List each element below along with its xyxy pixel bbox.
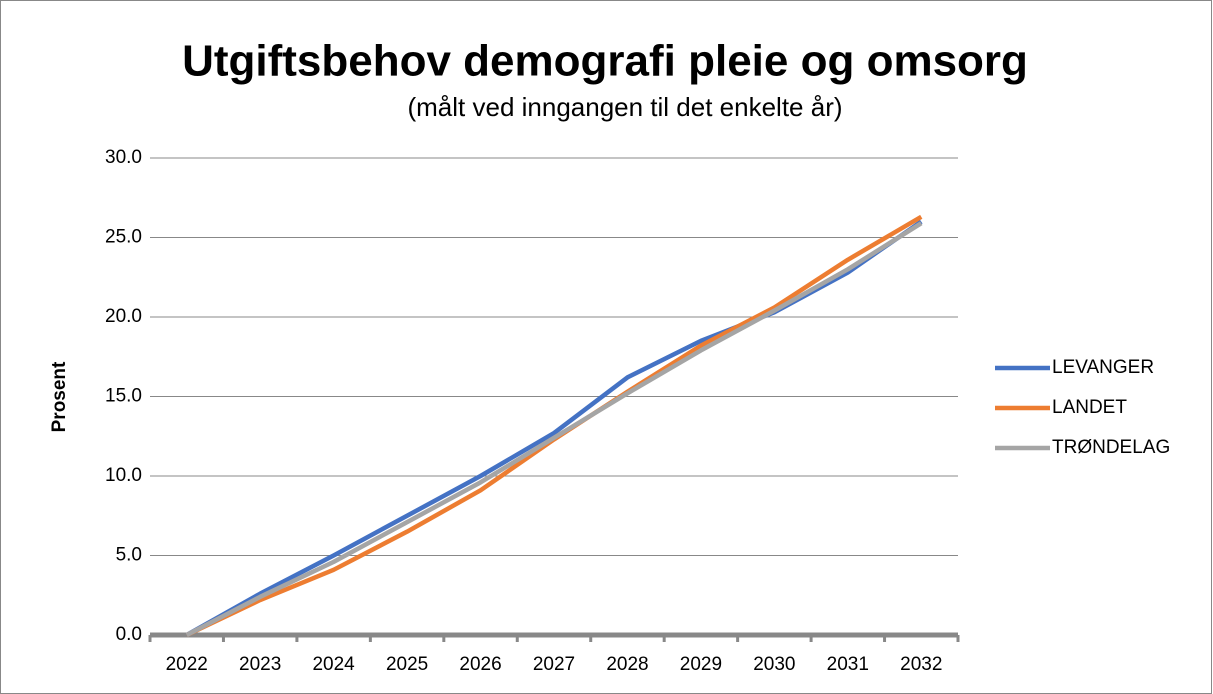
chart-subtitle: (målt ved inngangen til det enkelte år): [407, 92, 842, 122]
x-tick-label: 2030: [753, 654, 795, 675]
x-tick-label: 2024: [312, 654, 355, 675]
x-tick-label: 2028: [606, 654, 648, 675]
y-tick-label: 30.0: [105, 147, 142, 168]
x-tick-label: 2026: [459, 654, 501, 675]
y-axis-label: Prosent: [49, 361, 70, 432]
y-tick-label: 5.0: [116, 545, 142, 566]
x-tick-label: 2032: [900, 654, 942, 675]
x-tick-label: 2029: [680, 654, 722, 675]
x-tick-label: 2031: [827, 654, 869, 675]
x-tick-label: 2027: [533, 654, 575, 675]
legend-label: LANDET: [1052, 397, 1127, 418]
y-tick-label: 20.0: [105, 306, 142, 327]
series-line: [185, 221, 923, 637]
legend-label: LEVANGER: [1052, 357, 1154, 378]
x-tick-label: 2023: [239, 654, 281, 675]
y-tick-label: 0.0: [116, 624, 142, 645]
y-tick-label: 25.0: [105, 227, 142, 248]
legend-label: TRØNDELAG: [1052, 437, 1170, 458]
y-tick-label: 15.0: [105, 386, 142, 407]
y-tick-label: 10.0: [105, 465, 142, 486]
x-tick-label: 2022: [166, 654, 208, 675]
x-tick-label: 2025: [386, 654, 428, 675]
chart-title: Utgiftsbehov demografi pleie og omsorg: [182, 37, 1028, 86]
